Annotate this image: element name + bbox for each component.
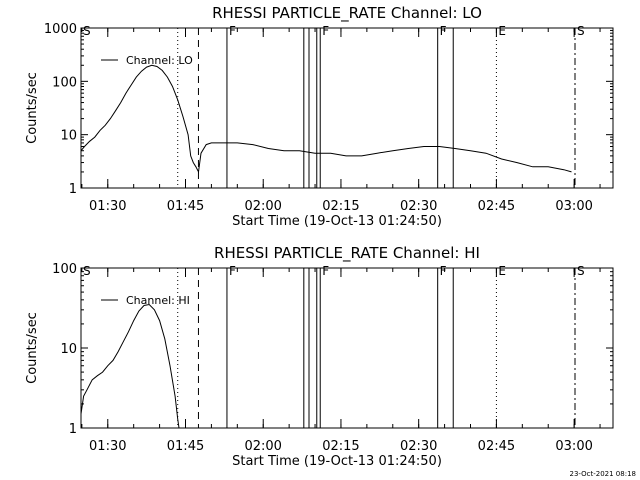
x-axis-label: Start Time (19-Oct-13 01:24:50) [232,454,442,469]
y-tick-label: 100 [52,75,77,90]
panel-lo-channel: RHESSI PARTICLE_RATE Channel: LO 1 10 100 10… [25,4,614,229]
y-tick-label: 1000 [44,22,77,37]
x-tick-label: 03:00 [555,199,592,214]
legend-label: Channel: HI [126,294,190,307]
chart-title: RHESSI PARTICLE_RATE Channel: LO [212,4,482,23]
x-tick-label: 02:30 [400,199,437,214]
x-tick-label: 02:45 [478,199,515,214]
data-series-line [80,64,572,174]
x-tick-label: 01:30 [89,199,126,214]
x-axis-label: Start Time (19-Oct-13 01:24:50) [232,214,442,229]
x-tick-label: 02:00 [244,439,281,454]
event-marker-label: S [83,264,91,278]
x-tick-label: 01:45 [167,199,204,214]
event-marker-label: F [229,264,236,278]
panel-hi-channel: RHESSI PARTICLE_RATE Channel: HI 1 10 100 01… [25,244,614,469]
y-tick-label: 1 [69,422,77,437]
event-marker-label: F [322,264,329,278]
plot-frame [80,267,614,429]
y-tick-label: 100 [52,262,77,277]
x-tick-label: 02:30 [400,439,437,454]
x-tick-label: 02:00 [244,199,281,214]
event-marker-label: F [322,24,329,38]
event-marker-label: E [498,24,506,38]
event-marker-label: F [229,24,236,38]
chart-title: RHESSI PARTICLE_RATE Channel: HI [214,244,480,263]
x-tick-label: 02:15 [322,199,359,214]
legend-label: Channel: LO [126,54,193,67]
event-marker-label: E [498,264,506,278]
data-series-line [80,303,180,429]
x-tick-label: 01:45 [167,439,204,454]
y-tick-label: 10 [60,342,77,357]
x-tick-label: 03:00 [555,439,592,454]
footer-timestamp: 23-Oct-2021 08:18 [570,470,636,478]
event-marker-label: F [440,264,447,278]
event-marker-label: S [577,24,585,38]
event-marker-label: S [83,24,91,38]
y-tick-label: 1 [69,182,77,197]
event-marker-label: S [577,264,585,278]
x-tick-label: 02:15 [322,439,359,454]
y-axis-label: Counts/sec [25,72,40,144]
x-tick-label: 01:30 [89,439,126,454]
y-axis-label: Counts/sec [25,312,40,384]
plot-frame [80,27,614,189]
x-tick-label: 02:45 [478,439,515,454]
y-tick-label: 10 [60,129,77,144]
event-marker-label: F [440,24,447,38]
